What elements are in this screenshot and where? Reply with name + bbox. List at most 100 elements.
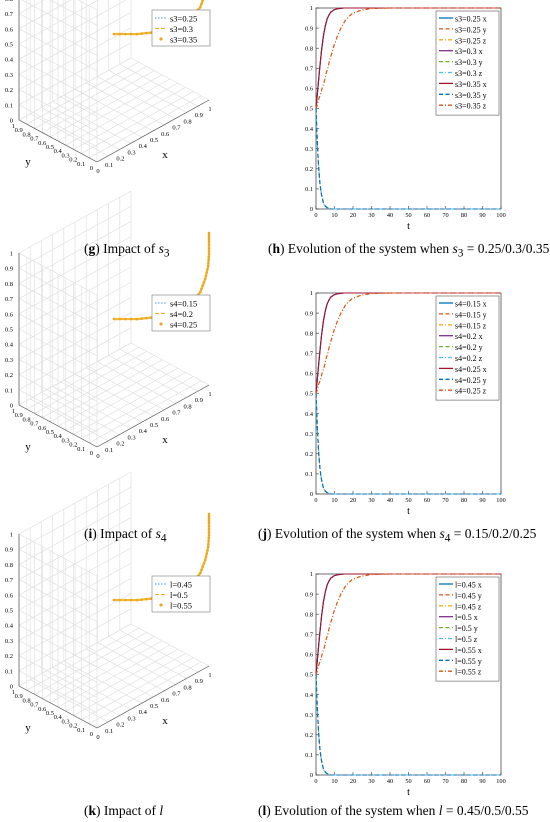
y-tick-label: 0.6	[305, 86, 313, 93]
x-axis-label: t	[407, 787, 410, 798]
trajectory-point	[207, 524, 211, 528]
y-tick-label: 0.3	[305, 431, 313, 438]
x-axis-line	[96, 384, 210, 448]
grid-floor-y	[50, 640, 163, 704]
trajectory-point	[118, 598, 122, 602]
trajectory-point	[207, 542, 210, 546]
trajectory-point	[207, 249, 211, 253]
y-tick-label: 0.6	[38, 425, 47, 432]
caption-letter: l	[262, 803, 267, 818]
trajectory-point	[207, 530, 211, 534]
z-tick-label: 0.2	[5, 372, 13, 379]
grid-wall-left	[18, 43, 98, 87]
z-tick-label: 0.7	[5, 296, 14, 303]
x-tick-label: 1	[208, 391, 211, 398]
x-tick-label: 0.5	[150, 703, 158, 710]
caption-values: = 0.15/0.2/0.25	[450, 526, 537, 541]
grid-wall-back	[18, 0, 72, 30]
legend-entry: l=0.5 y	[455, 624, 478, 633]
z-tick-label: 0.1	[5, 668, 13, 675]
trajectory-point	[201, 284, 205, 287]
y-tick-label: 1	[310, 5, 313, 12]
y-tick-label: 0.9	[305, 591, 313, 598]
caption-symbol: s	[439, 526, 445, 541]
legend-entry: s4=0.15 z	[455, 321, 487, 330]
grid-wall-left	[18, 328, 98, 372]
legend-marker	[159, 603, 163, 607]
y-tick-label: 0.6	[38, 706, 47, 713]
z-tick-label: 1	[10, 532, 13, 539]
legend-entry: l=0.5 x	[455, 613, 478, 622]
y-tick-label: 0.5	[305, 672, 313, 679]
y-tick-label: 0.7	[305, 351, 313, 358]
trajectory-point	[198, 5, 202, 9]
x-tick-label: 30	[368, 778, 374, 785]
legend-entry: s3=0.35 y	[455, 91, 487, 100]
y-tick-label: 0.9	[15, 127, 23, 134]
grid-wall-left	[18, 533, 98, 577]
trajectory-point	[206, 548, 209, 552]
caption-letter: j	[262, 526, 268, 541]
x-tick-label: 0	[314, 212, 317, 219]
y-tick-label: 0.7	[30, 702, 39, 709]
y-tick-label: 0	[90, 165, 93, 172]
grid-wall-back	[18, 0, 45, 14]
grid-wall-left	[18, 28, 98, 72]
legend-entry: s3=0.25 x	[455, 15, 487, 24]
grid-floor-x	[97, 642, 176, 685]
x-axis-label: t	[407, 506, 410, 517]
trajectory-point	[207, 231, 211, 235]
trajectory-point	[129, 598, 133, 602]
grid-floor-x	[86, 82, 165, 126]
y-axis-label: y	[25, 441, 31, 453]
grid-floor-x	[119, 348, 198, 392]
trajectory-point	[204, 555, 208, 559]
x-tick-label: 20	[350, 497, 356, 504]
y-tick-label: 1	[310, 290, 313, 297]
x-tick-label: 0	[314, 778, 317, 785]
legend-entry: l=0.55 y	[455, 657, 482, 666]
grid-floor-x	[97, 76, 176, 119]
x-tick-label: 0	[96, 734, 99, 741]
grid-floor-x	[108, 70, 187, 113]
x-tick-label: 50	[405, 778, 411, 785]
grid-floor-x	[130, 57, 210, 101]
grid-floor-y	[50, 74, 163, 138]
caption-i: (i) Impact of s4	[84, 526, 167, 545]
legend-entry: s4=0.25 x	[455, 365, 487, 374]
x-tick-label: 0.5	[150, 137, 158, 144]
caption-symbol: l	[438, 803, 443, 818]
trajectory-point	[140, 317, 143, 320]
trajectory-point	[124, 317, 127, 321]
series-line	[315, 7, 501, 109]
caption-j: (j) Evolution of the system when s4 = 0.…	[258, 526, 537, 545]
x-tick-label: 20	[350, 212, 356, 219]
legend-entry: l=0.55 z	[455, 668, 482, 677]
legend-entry: l=0.5 z	[455, 635, 478, 644]
x-tick-label: 0	[314, 497, 317, 504]
z-tick-label: 0.8	[5, 562, 13, 569]
grid-floor-y	[42, 355, 155, 418]
caption-text: Evolution of the system when	[287, 241, 453, 256]
y-tick-label: 0.2	[69, 723, 77, 730]
grid-wall-left	[18, 252, 98, 296]
trajectory-point	[124, 32, 127, 36]
x-axis-label: x	[162, 715, 168, 727]
legend-entry: s3=0.35	[170, 35, 197, 45]
grid-floor-x	[130, 623, 210, 667]
x-tick-label: 1	[208, 672, 211, 679]
trajectory-point	[207, 533, 211, 537]
trajectory-point	[207, 236, 211, 239]
caption-k: (k) Impact of l	[84, 803, 164, 818]
z-tick-label: 0.6	[5, 592, 14, 599]
trajectory-point	[206, 264, 210, 268]
x-tick-label: 0.8	[184, 403, 192, 410]
x-tick-label: 0.9	[195, 112, 203, 119]
x-tick-label: 0	[96, 453, 99, 460]
grid-floor-x	[108, 355, 187, 398]
y-axis-label: y	[25, 156, 31, 168]
x-tick-label: 1	[208, 106, 211, 113]
y-tick-label: 0.3	[305, 712, 313, 719]
x-tick-label: 0.8	[184, 118, 192, 125]
grid-floor-x	[86, 648, 165, 692]
